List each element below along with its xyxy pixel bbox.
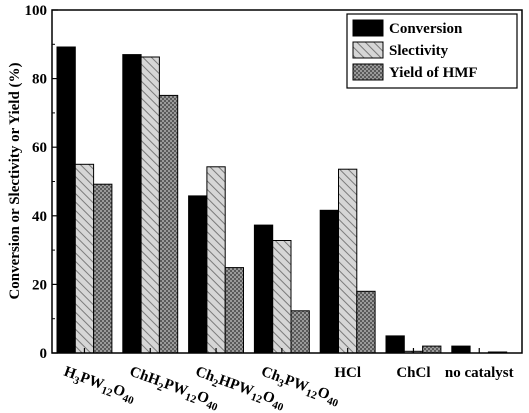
bar-conversion-0 (56, 46, 76, 354)
bar-yield-3 (290, 310, 310, 354)
bar-yield-0 (93, 183, 113, 354)
bar-conversion-4 (319, 209, 340, 354)
legend-swatch (352, 41, 384, 59)
y-tick-label: 20 (32, 277, 47, 293)
bar-yield-2 (224, 267, 244, 354)
y-tick-label: 0 (40, 346, 48, 362)
y-tick-label: 40 (32, 209, 47, 225)
x-category-label: no catalyst (445, 365, 514, 381)
legend: Conversion Slectivity Yield of HMF (346, 13, 518, 89)
bar-selectivity-1 (140, 56, 160, 354)
legend-swatch (352, 63, 384, 81)
bar-selectivity-3 (272, 240, 292, 354)
bar-yield-1 (158, 94, 179, 354)
x-category-label: Ch3PW12O40 (258, 364, 343, 410)
bar-conversion-6 (451, 345, 471, 354)
x-category-label: ChCl (396, 365, 430, 381)
bar-conversion-2 (188, 195, 208, 354)
y-tick-label: 100 (25, 3, 48, 19)
bar-selectivity-2 (206, 166, 226, 354)
legend-label: Conversion (389, 21, 463, 37)
y-tick-label: 80 (32, 72, 47, 88)
plot-bars (56, 46, 508, 354)
y-axis-title: Conversion or Slectivity or Yield (%) (7, 62, 23, 299)
bar-conversion-3 (253, 224, 274, 354)
y-tick-label: 60 (32, 140, 47, 156)
bar-yield-4 (356, 290, 376, 354)
bar-selectivity-4 (338, 168, 358, 354)
legend-label: Yield of HMF (389, 65, 478, 81)
legend-label: Slectivity (389, 43, 449, 59)
bar-selectivity-0 (74, 163, 95, 354)
x-category-label: Ch2HPW12O40 (192, 364, 287, 413)
axes: 020406080100H3PW12O40ChH2PW12O40Ch2HPW12… (25, 3, 523, 413)
bar-yield-5 (422, 345, 442, 354)
x-category-label: H3PW12O40 (61, 364, 138, 408)
bar-conversion-5 (385, 335, 405, 354)
legend-swatch (352, 19, 384, 37)
bar-conversion-1 (122, 54, 142, 354)
x-category-label: HCl (334, 365, 361, 381)
